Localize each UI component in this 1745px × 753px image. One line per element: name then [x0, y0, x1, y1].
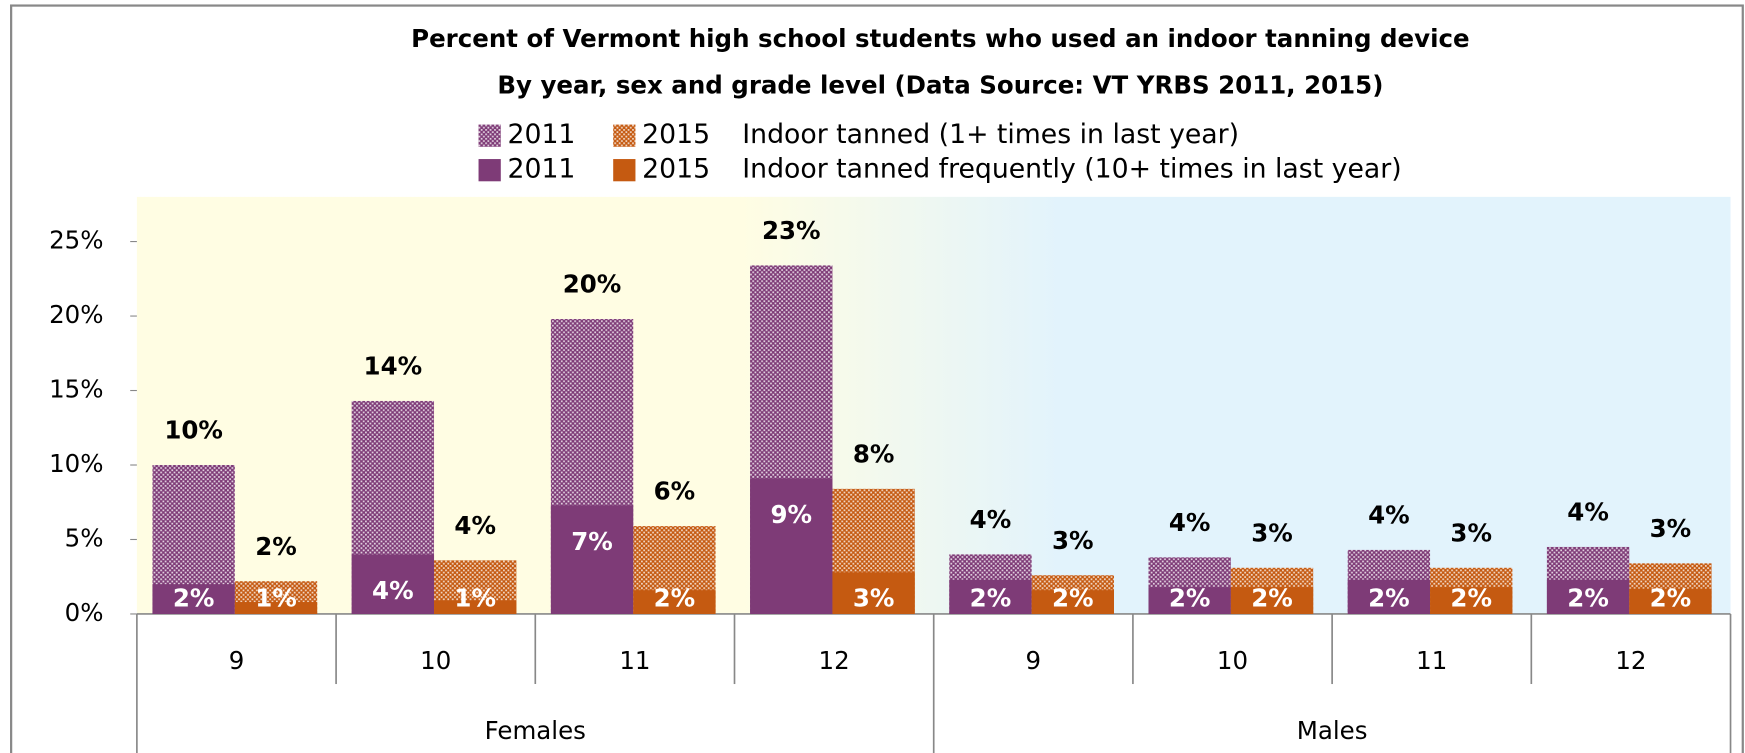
value-label: 2%: [970, 584, 1012, 613]
value-label: 1%: [255, 584, 297, 613]
y-tick-label: 15%: [49, 375, 103, 404]
legend-label: 2011: [507, 119, 575, 150]
value-label: 2%: [1169, 584, 1211, 613]
value-label: 2%: [1650, 584, 1692, 613]
value-label: 6%: [654, 477, 696, 506]
value-label: 7%: [571, 527, 613, 556]
group-label: Females: [485, 716, 586, 745]
x-tick-label: 9: [229, 646, 245, 675]
legend-swatch: [478, 124, 501, 147]
bar: [633, 590, 716, 614]
bar: [1629, 588, 1712, 614]
value-label: 2%: [1368, 584, 1410, 613]
value-label: 2%: [1251, 584, 1293, 613]
bar: [832, 572, 915, 614]
bar: [1148, 587, 1231, 614]
y-tick-label: 25%: [49, 226, 103, 255]
legend-label: 2015: [642, 154, 710, 185]
value-label: 9%: [770, 500, 812, 529]
value-label: 3%: [1251, 518, 1293, 547]
value-label: 3%: [1052, 526, 1094, 555]
group-label: Males: [1297, 716, 1368, 745]
bar: [750, 478, 833, 614]
bar: [152, 584, 235, 614]
value-label: 1%: [454, 584, 496, 613]
legend-swatch: [613, 159, 636, 182]
bar: [1230, 587, 1314, 614]
x-tick-label: 12: [1615, 646, 1646, 675]
x-tick-label: 9: [1026, 646, 1042, 675]
x-tick-label: 11: [619, 646, 650, 675]
chart-title: Percent of Vermont high school students …: [411, 24, 1469, 53]
value-label: 14%: [364, 352, 423, 381]
value-label: 2%: [1052, 584, 1094, 613]
bar: [434, 600, 517, 614]
y-tick-label: 0%: [65, 598, 104, 627]
chart-subtitle: By year, sex and grade level (Data Sourc…: [497, 71, 1383, 100]
x-tick-label: 10: [1217, 646, 1248, 675]
bar: [550, 505, 634, 614]
bar: [234, 602, 318, 614]
value-label: 4%: [454, 511, 496, 540]
x-tick-label: 10: [420, 646, 451, 675]
value-label: 4%: [1169, 508, 1211, 537]
value-label: 3%: [1650, 514, 1692, 543]
frame: [10, 4, 1744, 753]
x-tick-label: 12: [819, 646, 850, 675]
value-label: 4%: [1567, 498, 1609, 527]
y-tick-label: 20%: [49, 300, 103, 329]
value-label: 3%: [853, 584, 895, 613]
legend-label: 2011: [507, 154, 575, 185]
value-label: 20%: [563, 270, 622, 299]
legend-swatch: [613, 124, 636, 147]
value-label: 3%: [1450, 518, 1492, 547]
bar: [949, 579, 1032, 614]
bar: [1430, 587, 1513, 614]
value-label: 2%: [1567, 584, 1609, 613]
bar: [1031, 590, 1114, 614]
legend-label: 2015: [642, 119, 710, 150]
bar: [351, 554, 435, 614]
y-tick-label: 10%: [49, 449, 103, 478]
value-label: 2%: [255, 532, 297, 561]
bar: [1546, 579, 1630, 614]
value-label: 10%: [164, 416, 223, 445]
legend-group-label: Indoor tanned frequently (10+ times in l…: [742, 154, 1401, 185]
value-label: 2%: [1450, 584, 1492, 613]
x-tick-label: 11: [1416, 646, 1447, 675]
value-label: 4%: [970, 505, 1012, 534]
bar: [1347, 579, 1431, 614]
value-label: 2%: [173, 584, 215, 613]
legend-group-label: Indoor tanned (1+ times in last year): [742, 119, 1239, 150]
legend-swatch: [478, 159, 501, 182]
value-label: 23%: [762, 216, 821, 245]
y-tick-label: 5%: [65, 523, 104, 552]
value-label: 8%: [853, 439, 895, 468]
value-label: 4%: [1368, 501, 1410, 530]
value-label: 4%: [372, 576, 414, 605]
value-label: 2%: [654, 584, 696, 613]
